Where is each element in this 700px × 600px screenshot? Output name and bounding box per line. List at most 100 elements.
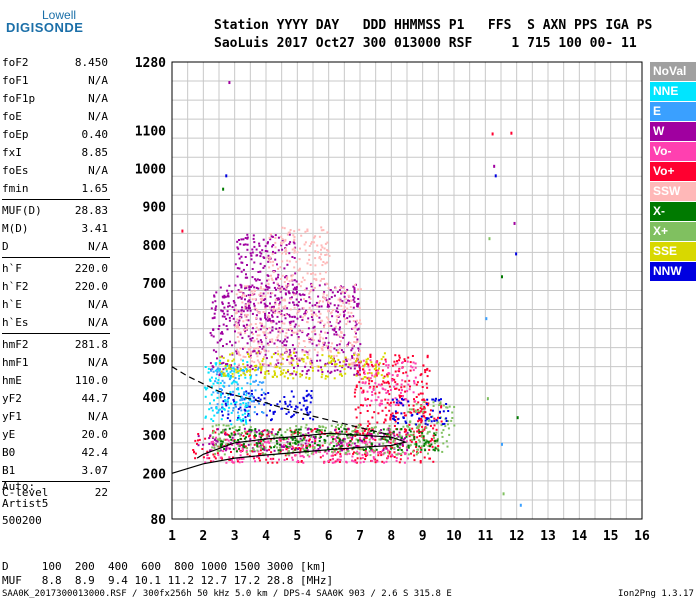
data-point bbox=[422, 437, 425, 440]
data-point bbox=[204, 416, 207, 419]
data-point bbox=[307, 432, 310, 434]
x-tick-label: 15 bbox=[603, 529, 619, 544]
data-point bbox=[325, 375, 327, 378]
data-point bbox=[251, 395, 254, 398]
data-point bbox=[299, 440, 302, 443]
data-point bbox=[215, 363, 218, 366]
data-point bbox=[212, 382, 215, 385]
data-point bbox=[356, 430, 359, 432]
data-point bbox=[364, 398, 367, 401]
data-point bbox=[283, 287, 285, 290]
data-point bbox=[387, 398, 390, 401]
data-point bbox=[291, 329, 293, 332]
data-point bbox=[431, 438, 434, 441]
data-point bbox=[355, 386, 358, 388]
data-point bbox=[367, 365, 370, 368]
data-point bbox=[291, 331, 294, 334]
data-point bbox=[258, 242, 261, 245]
data-point bbox=[331, 328, 334, 331]
data-point bbox=[286, 233, 289, 236]
data-point bbox=[400, 435, 403, 438]
data-point bbox=[212, 453, 215, 456]
data-point bbox=[280, 241, 282, 244]
data-point bbox=[400, 454, 403, 457]
data-point bbox=[247, 413, 250, 415]
data-point bbox=[301, 446, 304, 449]
data-point bbox=[231, 461, 234, 463]
data-point bbox=[226, 443, 229, 446]
data-point bbox=[445, 420, 448, 422]
data-point bbox=[259, 262, 262, 265]
data-point bbox=[213, 399, 215, 402]
data-point bbox=[263, 302, 266, 305]
data-point bbox=[240, 270, 243, 273]
data-point bbox=[322, 300, 324, 303]
data-point bbox=[287, 355, 290, 358]
data-point bbox=[380, 437, 383, 440]
data-point bbox=[285, 344, 288, 347]
data-point bbox=[319, 321, 322, 324]
data-point bbox=[420, 410, 422, 413]
data-point bbox=[358, 361, 361, 364]
data-point bbox=[373, 411, 376, 414]
data-point bbox=[400, 386, 403, 389]
data-point bbox=[364, 458, 367, 461]
data-point bbox=[278, 458, 280, 461]
data-point bbox=[263, 446, 266, 449]
data-point bbox=[288, 450, 290, 453]
data-point bbox=[371, 416, 374, 419]
header-line-1: Station YYYY DAY DDD HHMMSS P1 FFS S AXN… bbox=[214, 18, 653, 33]
data-point bbox=[331, 362, 333, 365]
data-point bbox=[287, 442, 290, 445]
data-point bbox=[220, 431, 223, 434]
data-point bbox=[302, 360, 305, 363]
data-point bbox=[261, 411, 263, 413]
data-point bbox=[326, 305, 329, 308]
data-point bbox=[345, 428, 348, 431]
data-point bbox=[341, 449, 343, 452]
data-point bbox=[221, 403, 224, 406]
data-point bbox=[340, 373, 343, 376]
data-point bbox=[386, 428, 389, 431]
data-point bbox=[242, 243, 245, 246]
isolated-point bbox=[515, 252, 518, 256]
data-point bbox=[306, 356, 309, 358]
data-point bbox=[294, 323, 297, 326]
data-point bbox=[404, 380, 407, 383]
data-point bbox=[308, 455, 311, 458]
data-point bbox=[245, 370, 248, 373]
data-point bbox=[318, 429, 321, 432]
data-point bbox=[390, 455, 392, 458]
data-point bbox=[228, 384, 231, 387]
data-point bbox=[215, 305, 218, 308]
data-point bbox=[397, 404, 400, 407]
data-point bbox=[311, 429, 314, 432]
data-point bbox=[328, 305, 331, 308]
data-point bbox=[425, 426, 428, 429]
data-point bbox=[222, 374, 225, 377]
data-point bbox=[403, 412, 406, 414]
data-point bbox=[362, 377, 365, 380]
data-point bbox=[233, 301, 236, 304]
data-point bbox=[327, 446, 329, 449]
data-point bbox=[427, 431, 429, 434]
data-point bbox=[240, 297, 243, 300]
data-point bbox=[304, 300, 307, 303]
data-point bbox=[260, 434, 263, 437]
data-point bbox=[382, 442, 385, 445]
data-point bbox=[293, 366, 295, 369]
data-point bbox=[221, 331, 223, 334]
data-point bbox=[285, 412, 288, 415]
data-point bbox=[226, 433, 229, 436]
data-point bbox=[319, 338, 321, 341]
data-point bbox=[246, 453, 249, 456]
data-point bbox=[274, 241, 277, 244]
data-point bbox=[312, 436, 315, 438]
data-point bbox=[341, 430, 343, 433]
data-point bbox=[323, 277, 325, 280]
data-point bbox=[418, 445, 421, 448]
data-point bbox=[423, 407, 426, 410]
data-point bbox=[412, 408, 415, 411]
data-point bbox=[298, 359, 301, 362]
data-point bbox=[423, 405, 426, 408]
